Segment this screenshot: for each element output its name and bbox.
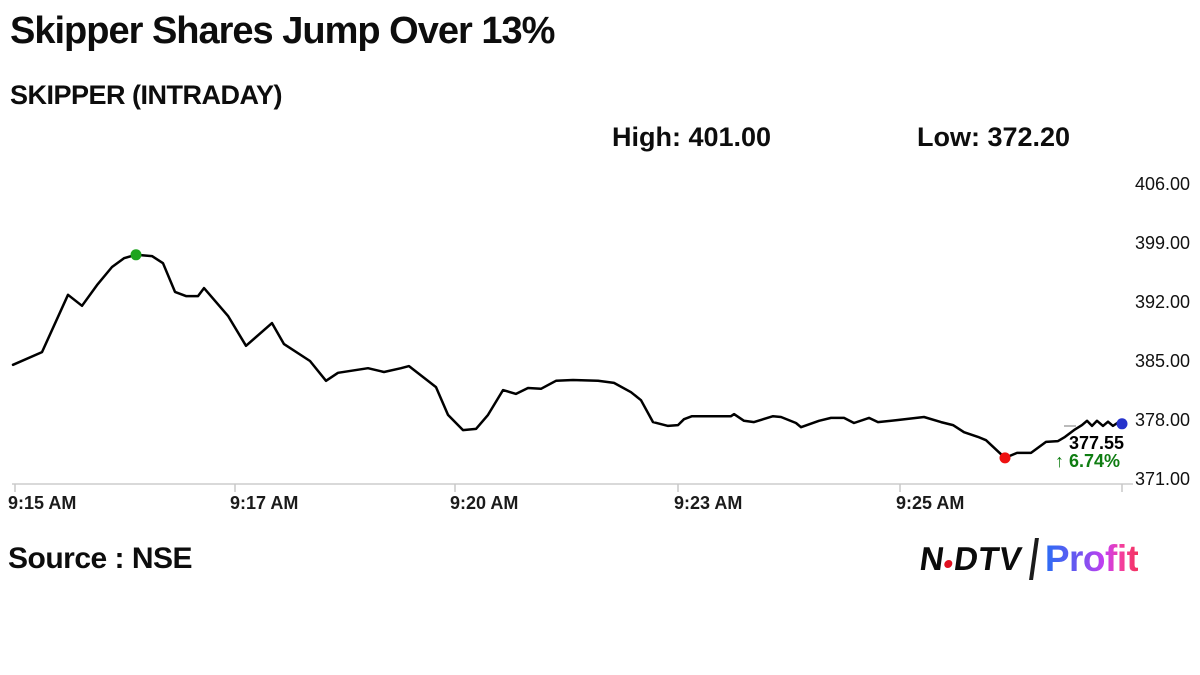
last-price-label: 377.55 xyxy=(1069,433,1124,453)
high-value-label: High: 401.00 xyxy=(612,122,772,152)
ndtv-profit-logo: N DTV Profit xyxy=(917,536,1139,582)
x-axis-label: 9:23 AM xyxy=(674,493,742,513)
x-axis-label: 9:17 AM xyxy=(230,493,298,513)
y-axis-label: 406.00 xyxy=(1135,174,1190,194)
ndtv-letter-n: N xyxy=(917,540,948,577)
last-price-dot xyxy=(1116,418,1128,430)
low-marker-dot xyxy=(999,452,1011,464)
x-axis-label: 9:25 AM xyxy=(896,493,964,513)
y-axis-label: 392.00 xyxy=(1135,292,1190,312)
y-axis-label: 371.00 xyxy=(1135,469,1190,489)
ndtv-letters-dtv: DTV xyxy=(951,540,1025,577)
y-axis-label: 378.00 xyxy=(1135,410,1190,430)
profit-wordmark: Profit xyxy=(1044,538,1139,579)
source-label: Source : NSE xyxy=(8,542,193,575)
x-axis-label: 9:20 AM xyxy=(450,493,518,513)
y-axis-label: 385.00 xyxy=(1135,351,1190,371)
chart-subtitle: SKIPPER (INTRADAY) xyxy=(10,80,283,110)
change-percent-label: ↑ 6.74% xyxy=(1055,451,1120,471)
logo-divider xyxy=(1028,538,1039,580)
y-axis-label: 399.00 xyxy=(1135,233,1190,253)
low-value-label: Low: 372.20 xyxy=(917,122,1071,152)
ndtv-wordmark: N DTV xyxy=(917,540,1024,578)
intraday-chart: 9:15 AM 9:17 AM 9:20 AM 9:23 AM 9:25 AM 406.0… xyxy=(8,174,1190,513)
high-marker-dot xyxy=(130,249,142,261)
x-axis-label: 9:15 AM xyxy=(8,493,76,513)
page-title: Skipper Shares Jump Over 13% xyxy=(10,10,555,52)
price-line xyxy=(11,253,1124,460)
